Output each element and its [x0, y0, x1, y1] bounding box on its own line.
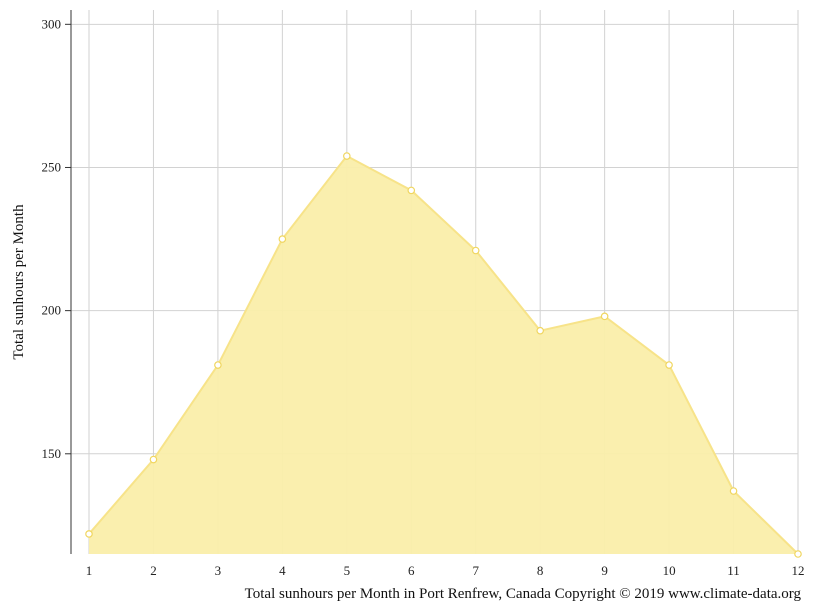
x-tick-label-8: 8 [537, 563, 544, 578]
data-point-1 [85, 530, 93, 538]
x-axis-ticks: 1 2 3 4 5 6 7 8 9 10 11 12 [86, 563, 805, 578]
x-tick-label-12: 12 [792, 563, 805, 578]
sunhours-area [89, 156, 798, 554]
y-axis-ticks: 150 200 250 300 [42, 16, 71, 461]
x-tick-label-11: 11 [727, 563, 740, 578]
data-point-10 [665, 361, 673, 369]
data-point-2 [149, 455, 158, 464]
chart-caption: Total sunhours per Month in Port Renfrew… [245, 586, 802, 602]
y-tick-label-300: 300 [42, 16, 62, 31]
data-markers [85, 152, 802, 558]
y-tick-label-150: 150 [42, 446, 62, 461]
data-point-3 [214, 361, 222, 369]
x-tick-label-7: 7 [472, 563, 479, 578]
x-tick-label-9: 9 [601, 563, 608, 578]
data-point-9 [600, 312, 609, 321]
data-point-7 [471, 246, 480, 255]
x-tick-label-5: 5 [344, 563, 351, 578]
data-point-8 [536, 326, 544, 335]
data-point-6 [407, 186, 416, 195]
x-tick-label-3: 3 [215, 563, 222, 578]
x-tick-label-2: 2 [150, 563, 157, 578]
data-point-12 [794, 550, 802, 558]
x-tick-label-4: 4 [279, 563, 286, 578]
y-axis-title: Total sunhours per Month [11, 204, 27, 360]
x-tick-label-6: 6 [408, 563, 415, 578]
data-point-4 [278, 235, 287, 243]
data-point-5 [343, 152, 351, 160]
x-tick-label-10: 10 [663, 563, 676, 578]
y-tick-label-250: 250 [42, 159, 62, 174]
sunhours-line [88, 154, 799, 555]
x-tick-label-1: 1 [86, 563, 93, 578]
y-tick-label-200: 200 [42, 303, 62, 318]
data-point-11 [729, 487, 738, 495]
